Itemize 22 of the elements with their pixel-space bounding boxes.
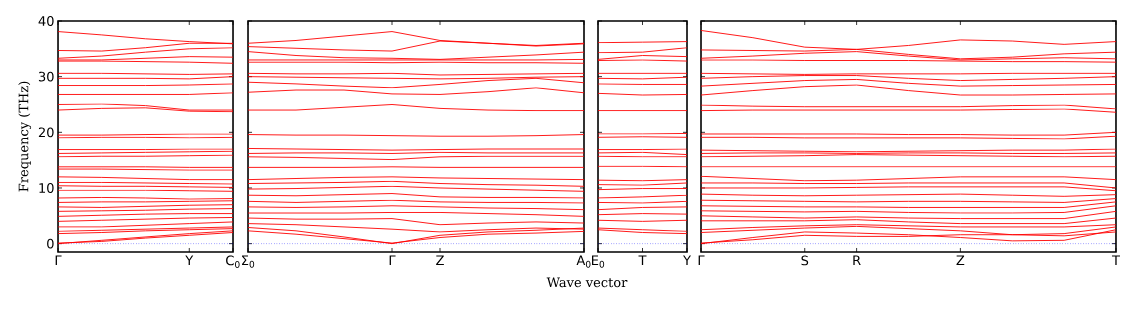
x-tick-label: Z [956, 255, 965, 265]
x-tick-label: Y [683, 255, 691, 265]
x-tick-label: Σ$_{0}$ [242, 255, 255, 268]
x-axis-title: Wave vector [546, 277, 628, 288]
x-tick-label: A$_{0}$ [576, 255, 591, 268]
x-tick-label: S [801, 255, 809, 266]
x-tick-label: E$_{0}$ [592, 255, 605, 268]
x-tick-label: T [638, 255, 647, 265]
x-tick-label: Γ [389, 255, 396, 265]
x-tick-label: R [853, 255, 861, 265]
x-tick-label: Γ [698, 255, 705, 265]
y-tick-label: 10 [39, 183, 54, 193]
x-tick-label: T [1111, 255, 1120, 265]
y-tick-label: 20 [38, 127, 54, 138]
x-tick-label: Z [436, 255, 444, 265]
x-tick-label: C$_{0}$ [226, 255, 240, 268]
x-tick-label: Γ [55, 255, 62, 265]
y-tick-label: 40 [38, 16, 54, 26]
x-tick-label: Y [185, 255, 194, 265]
y-tick-label: 30 [38, 71, 54, 82]
y-axis-title: Frequency (THz) [18, 81, 32, 192]
y-tick-label: 0 [47, 238, 54, 249]
